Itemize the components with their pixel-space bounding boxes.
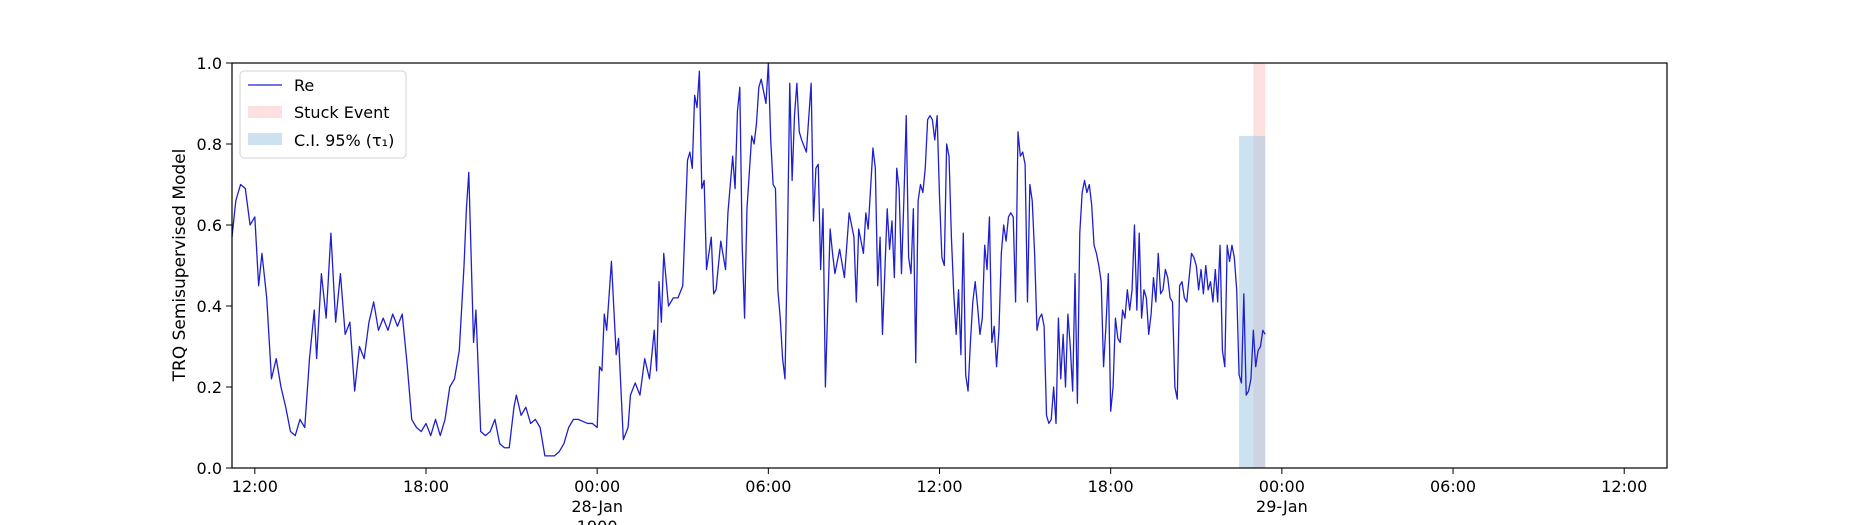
x-tick-label: 12:00: [1601, 477, 1647, 496]
x-tick-date-label: 29-Jan: [1256, 497, 1308, 516]
legend-label-stuck: Stuck Event: [294, 103, 390, 122]
confidence-bands: [1239, 63, 1266, 468]
legend-swatch-ci: [248, 133, 282, 145]
x-tick-label: 06:00: [1430, 477, 1476, 496]
x-tick-label: 18:00: [403, 477, 449, 496]
plot-frame: [231, 62, 1668, 469]
series-line-re: [231, 62, 1266, 457]
x-axis: 12:0018:0000:0028-Jan190006:0012:0018:00…: [232, 468, 1647, 525]
x-tick-label: 00:00: [1259, 477, 1305, 496]
series-lines: [231, 62, 1266, 457]
x-tick-label: 12:00: [916, 477, 962, 496]
x-tick-date-label: 28-Jan: [571, 497, 623, 516]
y-tick-label: 0.6: [197, 216, 222, 235]
y-tick-label: 0.8: [197, 135, 222, 154]
x-tick-label: 12:00: [232, 477, 278, 496]
x-tick-year-label: 1900: [577, 517, 618, 525]
y-tick-label: 0.4: [197, 297, 222, 316]
y-tick-label: 0.2: [197, 378, 222, 397]
x-tick-label: 18:00: [1088, 477, 1134, 496]
y-tick-label: 1.0: [197, 54, 222, 73]
legend: Re Stuck Event C.I. 95% (τ₁): [239, 70, 407, 159]
legend-label-ci: C.I. 95% (τ₁): [294, 131, 394, 150]
y-axis: 0.0 0.2 0.4 0.6 0.8 1.0: [197, 54, 232, 478]
y-axis-label: TRQ Semisupervised Model: [170, 149, 190, 383]
x-tick-label: 06:00: [745, 477, 791, 496]
legend-label-re: Re: [294, 76, 314, 95]
y-tick-label: 0.0: [197, 459, 222, 478]
legend-swatch-stuck: [248, 106, 282, 118]
x-tick-label: 00:00: [574, 477, 620, 496]
